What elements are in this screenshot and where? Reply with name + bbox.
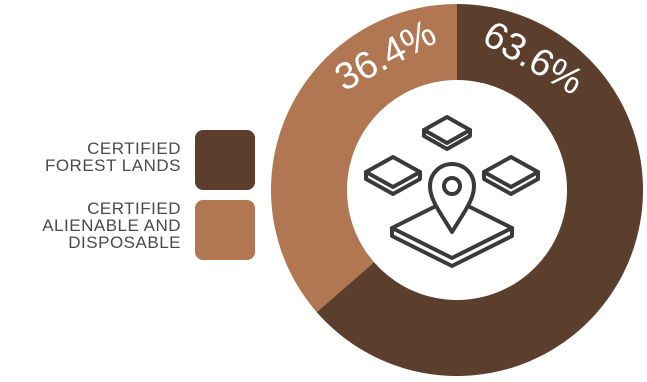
- chart-legend: CERTIFIED FOREST LANDS CERTIFIED ALIENAB…: [0, 0, 260, 382]
- legend-item-alienable-disposable: CERTIFIED ALIENABLE AND DISPOSABLE: [0, 198, 255, 262]
- legend-label-alienable-disposable: CERTIFIED ALIENABLE AND DISPOSABLE: [42, 199, 181, 252]
- legend-swatch-alienable-disposable: [195, 200, 255, 260]
- legend-label-forest-lands: CERTIFIED FOREST LANDS: [44, 139, 181, 175]
- map-pin-blocks-icon: [364, 115, 540, 268]
- legend-swatch-forest-lands: [195, 130, 255, 190]
- legend-item-forest-lands: CERTIFIED FOREST LANDS: [0, 128, 255, 190]
